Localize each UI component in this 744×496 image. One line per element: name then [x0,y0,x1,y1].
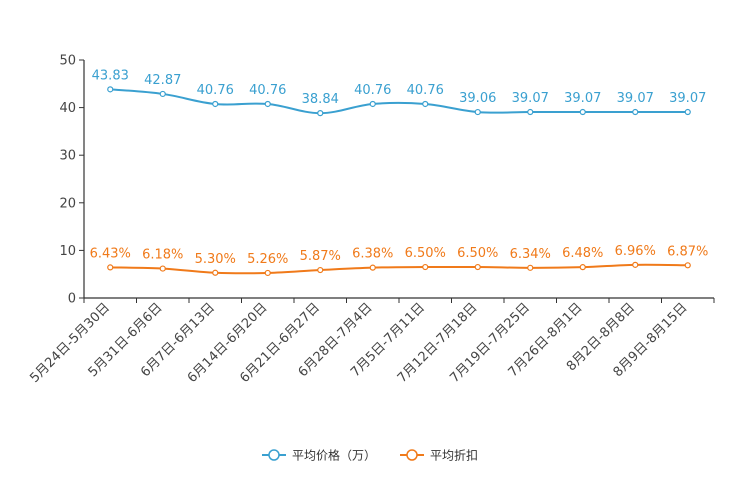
data-label: 6.43% [90,246,131,261]
data-label: 39.07 [617,91,654,106]
data-point[interactable] [107,264,114,271]
data-point[interactable] [264,269,271,277]
legend-label: 平均折扣 [430,448,478,463]
data-point[interactable] [422,263,429,271]
data-label: 40.76 [197,83,234,98]
series-layer: 43.83 42.87 40.76 40.76 38.84 40.76 40.76 39.06… [90,68,708,277]
data-point[interactable] [527,108,534,116]
data-label: 43.83 [92,68,129,83]
y-tick-label: 20 [59,196,76,211]
y-tick-label: 40 [59,101,76,116]
data-label: 38.84 [302,92,339,107]
data-label: 6.18% [142,248,183,263]
data-label: 6.34% [510,247,551,262]
data-point[interactable] [684,108,691,116]
data-point[interactable] [632,108,639,116]
data-label: 40.76 [407,83,444,98]
data-point[interactable] [212,269,219,276]
data-label: 42.87 [144,73,181,88]
legend-label: 平均价格（万） [292,448,376,463]
legend-marker-icon [406,449,418,461]
data-label: 39.07 [564,91,601,106]
y-tick-label: 10 [59,244,76,259]
data-point[interactable] [474,108,481,116]
data-point[interactable] [579,108,586,116]
data-point[interactable] [317,266,324,274]
data-label: 39.06 [459,91,496,106]
data-point[interactable] [527,264,534,271]
data-point[interactable] [632,261,639,268]
data-label: 6.48% [562,246,603,261]
data-point[interactable] [422,100,429,108]
data-label: 39.07 [512,91,549,106]
y-tick-label: 0 [68,292,76,307]
data-label: 40.76 [354,83,391,98]
data-point[interactable] [264,100,271,108]
data-point[interactable] [159,265,166,272]
y-tick-label: 30 [59,149,76,164]
data-point[interactable] [474,263,481,271]
series-average-discount: 6.43% 6.18% 5.30% 5.26% 5.87% 6.38% 6.50% 6.50%… [90,244,708,277]
data-point[interactable] [159,90,166,98]
data-label: 6.50% [457,246,498,261]
legend-marker-icon [268,449,280,461]
data-label: 39.07 [669,91,706,106]
data-point[interactable] [579,264,586,271]
legend-item-average-discount[interactable]: 平均折扣 [400,448,478,463]
data-point[interactable] [684,262,691,269]
data-point[interactable] [317,110,324,117]
data-label: 6.50% [405,246,446,261]
data-label: 5.30% [195,252,236,267]
data-point[interactable] [369,100,376,108]
data-point[interactable] [369,264,376,271]
legend-item-average-price[interactable]: 平均价格（万） [262,448,376,463]
data-label: 6.96% [615,244,656,259]
data-label: 40.76 [249,83,286,98]
legend[interactable]: 平均价格（万） 平均折扣 [262,448,478,463]
series-line [110,88,688,115]
y-tick-label: 50 [59,54,76,69]
series-average-price: 43.83 42.87 40.76 40.76 38.84 40.76 40.76 39.06… [92,68,706,117]
data-point[interactable] [212,100,219,108]
data-label: 6.87% [667,244,708,259]
data-label: 5.26% [247,252,288,267]
series-line [110,263,688,275]
data-label: 6.38% [352,247,393,262]
data-point[interactable] [107,86,114,93]
data-label: 5.87% [300,249,341,264]
